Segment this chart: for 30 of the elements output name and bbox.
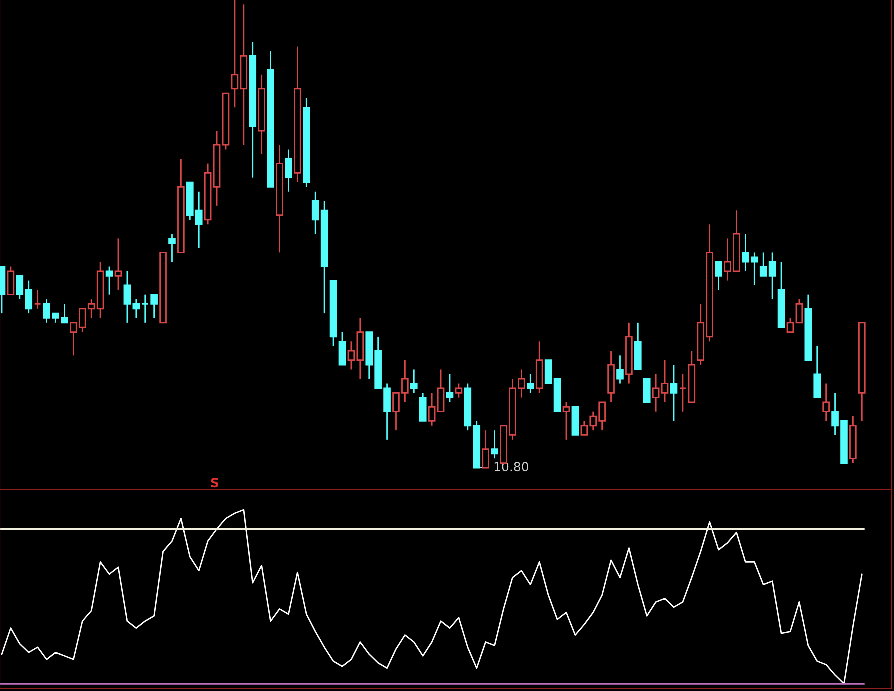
candlestick: [168, 233, 176, 263]
candlestick: [652, 374, 660, 413]
candlestick: [302, 98, 310, 188]
candlestick: [204, 163, 212, 226]
candlestick: [822, 383, 830, 422]
candlestick: [258, 74, 266, 156]
candlestick: [240, 4, 248, 146]
candlestick: [410, 369, 418, 394]
candlestick: [34, 289, 42, 310]
candlestick: [276, 144, 284, 254]
text: S: [211, 478, 219, 488]
candlestick: [616, 354, 624, 384]
candlestick: [213, 130, 221, 207]
candlestick: [536, 340, 544, 394]
candlestick: [661, 360, 669, 404]
candlestick: [608, 350, 615, 404]
candlestick: [626, 322, 633, 384]
candlestick: [670, 364, 678, 422]
candlestick: [285, 149, 292, 193]
candlestick: [526, 374, 534, 394]
candlestick: [294, 46, 302, 184]
annotation: 10.80: [494, 462, 528, 472]
candlestick: [491, 430, 498, 460]
candlestick: [142, 294, 150, 324]
candlestick: [428, 392, 436, 427]
candlestick: [679, 374, 687, 413]
candlestick: [249, 41, 257, 179]
candlestick: [114, 238, 122, 291]
candlestick: [231, 0, 239, 108]
candlestick: [850, 416, 857, 464]
